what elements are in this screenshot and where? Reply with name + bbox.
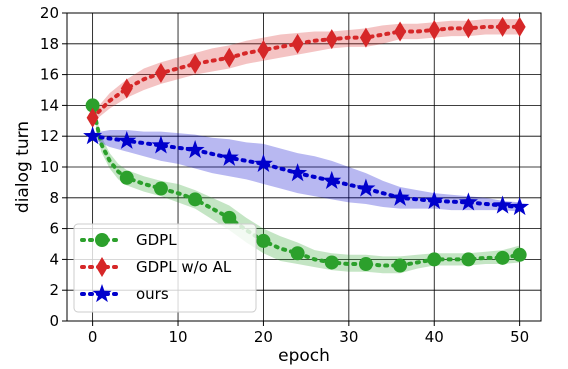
x-tick-label: 0 <box>88 328 98 346</box>
gdpl-w-o-al-point <box>325 29 338 50</box>
ours-point <box>185 140 205 159</box>
gdpl-point <box>222 210 237 225</box>
ours-point <box>458 192 478 211</box>
gdpl-w-o-al-point <box>291 33 304 54</box>
x-tick-label: 10 <box>168 328 187 346</box>
gdpl-point <box>495 250 510 265</box>
gdpl-point <box>256 233 271 248</box>
y-tick-labels: 0 2 4 6 8 10 12 14 16 18 20 <box>40 4 59 330</box>
y-tick-label: 12 <box>40 127 59 145</box>
ours-point <box>253 153 273 173</box>
gdpl-w-o-al-point <box>513 16 526 37</box>
gdpl-band <box>92 100 520 274</box>
ours-point <box>151 135 171 154</box>
legend-box <box>73 223 257 313</box>
y-tick-label: 8 <box>49 189 59 207</box>
gdpl-point <box>188 192 203 207</box>
x-tick-label: 40 <box>425 328 444 346</box>
gdpl-w-o-al-point <box>462 18 475 39</box>
gdpl-w-o-al-point <box>359 27 372 48</box>
gdpl-w-o-al-point <box>86 107 99 128</box>
x-tick-label: 30 <box>339 328 358 346</box>
y-tick-label: 4 <box>49 250 59 268</box>
ours-legend-label: ours <box>136 285 169 303</box>
gdpl-point <box>119 170 134 185</box>
ours-point <box>356 178 376 197</box>
series-markers <box>83 16 530 273</box>
y-tick-label: 14 <box>40 96 59 114</box>
y-tick-label: 2 <box>49 281 59 299</box>
y-tick-label: 16 <box>40 66 59 84</box>
gdpl-point <box>85 98 100 113</box>
gdpl-legend-label: GDPL <box>136 231 177 249</box>
gdpl-point <box>358 257 373 272</box>
y-tick-label: 20 <box>40 4 59 22</box>
gdpl-line <box>90 103 522 268</box>
ours-legend-marker <box>92 284 112 303</box>
gdpl-w-o-al-point <box>223 47 236 68</box>
y-axis-label: dialog turn <box>13 121 33 213</box>
gdpl-point <box>324 255 339 270</box>
legend-entries: GDPL GDPL w/o AL ours <box>80 231 232 303</box>
gdpl-point <box>290 246 305 261</box>
ours-point <box>117 130 137 149</box>
gdpl-point <box>427 252 442 267</box>
legend: GDPL GDPL w/o AL ours <box>73 223 257 313</box>
ours-point <box>424 190 444 209</box>
gdpl-w-o-al-line <box>90 24 522 120</box>
gdpl-w-o-al-band <box>92 19 520 123</box>
gdpl-w-o-al-legend-label: GDPL w/o AL <box>136 258 232 276</box>
gdpl-point <box>153 181 168 196</box>
y-tick-label: 0 <box>49 312 59 330</box>
ours-point <box>390 187 410 206</box>
ours-point <box>219 147 239 166</box>
y-tick-label: 18 <box>40 35 59 53</box>
gdpl-w-o-al-point <box>154 63 167 84</box>
gdpl-w-o-al-point <box>257 39 270 60</box>
gdpl-w-o-al-legend-marker <box>96 257 108 277</box>
x-tick-labels: 0 10 20 30 40 50 <box>88 328 529 346</box>
ours-point <box>493 195 513 214</box>
ours-point <box>288 163 308 182</box>
y-tick-label: 6 <box>49 220 59 238</box>
gdpl-point <box>461 252 476 267</box>
ours-point <box>510 197 530 216</box>
gdpl-point <box>512 247 527 262</box>
gdpl-w-o-al-point <box>120 78 133 99</box>
gdpl-w-o-al-point <box>428 19 441 40</box>
x-axis-label: epoch <box>278 346 330 366</box>
gdpl-w-o-al-point <box>496 16 509 37</box>
gdpl-point <box>393 258 408 273</box>
x-tick-label: 50 <box>510 328 529 346</box>
ours-point <box>322 170 342 189</box>
gdpl-legend-marker <box>95 233 109 247</box>
axes <box>62 12 542 326</box>
y-tick-label: 10 <box>40 158 59 176</box>
gdpl-w-o-al-point <box>394 21 407 42</box>
ours-point <box>83 126 103 145</box>
gdpl-w-o-al-point <box>189 53 202 74</box>
x-tick-label: 20 <box>254 328 273 346</box>
